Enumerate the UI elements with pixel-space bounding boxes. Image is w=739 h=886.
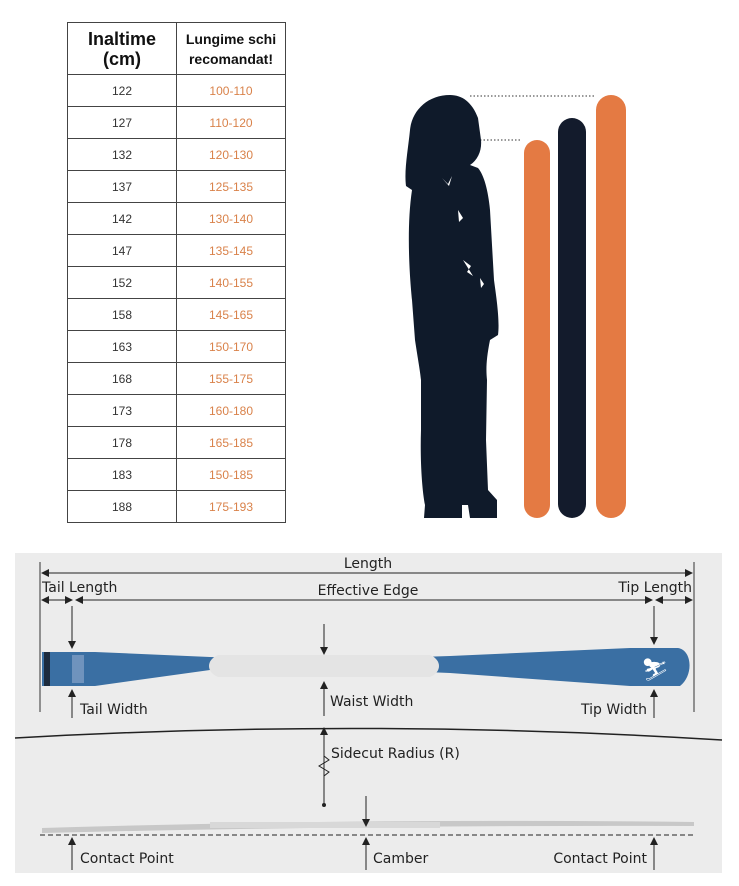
ski-length-cell: 125-135	[176, 170, 286, 203]
height-cell: 127	[67, 106, 177, 139]
height-column-header: Inaltime (cm)	[67, 22, 177, 75]
contact-point-right-label: Contact Point	[553, 851, 647, 867]
table-row: 152 140-155	[67, 266, 286, 299]
table-row: 158 145-165	[67, 298, 286, 331]
ski-tall-orange	[596, 95, 626, 518]
ski-length-column-header: Lungime schi recomandat!	[176, 22, 286, 75]
camber-label: Camber	[373, 851, 428, 867]
length-label: Length	[344, 556, 392, 572]
skier-logo-icon: ⛷	[641, 658, 669, 683]
ski-length-cell: 110-120	[176, 106, 286, 139]
person-silhouette	[405, 95, 499, 518]
height-cell: 168	[67, 362, 177, 395]
height-cell: 188	[67, 490, 177, 523]
tip-length-label: Tip Length	[617, 580, 692, 596]
contact-point-left-label: Contact Point	[80, 851, 174, 867]
ski-size-table: Inaltime (cm) Lungime schi recomandat! 122…	[67, 22, 286, 523]
height-cell: 173	[67, 394, 177, 427]
table-row: 163 150-170	[67, 330, 286, 363]
height-cell: 132	[67, 138, 177, 171]
table-row: 147 135-145	[67, 234, 286, 267]
tail-width-label: Tail Width	[79, 702, 148, 718]
table-row: 183 150-185	[67, 458, 286, 491]
sidecut-arc	[14, 727, 723, 741]
height-cell: 183	[67, 458, 177, 491]
ski-short-orange	[524, 140, 550, 518]
ski-length-cell: 135-145	[176, 234, 286, 267]
skier-illustration	[405, 95, 626, 518]
ski-length-cell: 120-130	[176, 138, 286, 171]
height-cell: 147	[67, 234, 177, 267]
table-row: 122 100-110	[67, 74, 286, 107]
brand-logo	[72, 655, 84, 683]
ski-length-cell: 155-175	[176, 362, 286, 395]
tail-length-label: Tail Length	[41, 580, 117, 596]
ski-medium-dark	[558, 118, 586, 518]
ski-length-cell: 150-185	[176, 458, 286, 491]
table-row: 137 125-135	[67, 170, 286, 203]
tip-width-label: Tip Width	[580, 702, 647, 718]
waist-width-label: Waist Width	[330, 694, 413, 710]
sidecut-radius-label: Sidecut Radius (R)	[331, 746, 460, 762]
ski-length-cell: 100-110	[176, 74, 286, 107]
table-row: 178 165-185	[67, 426, 286, 459]
ski-length-cell: 145-165	[176, 298, 286, 331]
table-row: 127 110-120	[67, 106, 286, 139]
effective-edge-label: Effective Edge	[318, 583, 419, 599]
table-row: 168 155-175	[67, 362, 286, 395]
ski-length-cell: 175-193	[176, 490, 286, 523]
ski-length-cell: 140-155	[176, 266, 286, 299]
table-row: 188 175-193	[67, 490, 286, 523]
ski-length-cell: 150-170	[176, 330, 286, 363]
ski-length-cell: 165-185	[176, 426, 286, 459]
table-row: 132 120-130	[67, 138, 286, 171]
binding-plate	[209, 655, 439, 677]
